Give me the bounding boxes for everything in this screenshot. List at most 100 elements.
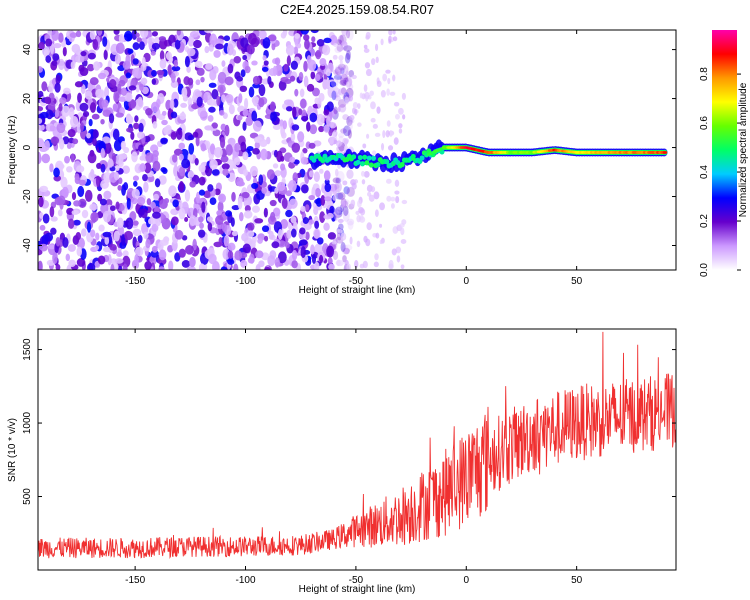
noise-cell — [38, 249, 43, 256]
noise-cell — [100, 147, 105, 159]
noise-cell — [292, 106, 297, 118]
noise-cell — [386, 88, 390, 96]
noise-cell — [347, 129, 352, 139]
noise-cell — [171, 65, 181, 72]
noise-cell — [158, 175, 167, 185]
noise-cell — [92, 38, 99, 50]
noise-cell — [52, 252, 58, 264]
noise-cell — [350, 199, 356, 208]
noise-cell — [340, 87, 347, 95]
noise-cell — [366, 133, 370, 139]
noise-cell — [104, 141, 112, 154]
noise-cell — [336, 145, 345, 153]
noise-cell — [313, 261, 320, 270]
noise-cell — [326, 212, 334, 219]
noise-cell — [263, 207, 268, 218]
noise-cell — [186, 266, 196, 270]
noise-cell — [216, 210, 223, 216]
signal-mid-cell — [410, 153, 416, 160]
noise-cell — [291, 228, 297, 238]
noise-cell — [108, 113, 115, 124]
noise-cell — [396, 255, 401, 263]
noise-cell — [50, 136, 60, 145]
noise-cell — [343, 45, 353, 52]
noise-cell — [274, 257, 280, 268]
noise-cell — [193, 39, 202, 49]
figure-title: C2E4.2025.159.08.54.R07 — [280, 2, 434, 17]
noise-cell — [113, 30, 120, 35]
noise-cell — [332, 195, 337, 201]
noise-cell — [240, 259, 248, 268]
noise-cell — [90, 168, 95, 178]
noise-cell — [125, 217, 134, 230]
noise-cell — [274, 57, 281, 66]
noise-cell — [289, 156, 296, 163]
noise-cell — [239, 85, 248, 93]
heatmap-noise-layer — [38, 30, 408, 270]
noise-cell — [236, 76, 243, 82]
noise-cell — [72, 138, 79, 145]
noise-cell — [115, 42, 125, 54]
noise-cell — [233, 56, 242, 64]
noise-cell — [169, 98, 175, 110]
y-tick-label: 20 — [22, 93, 33, 105]
noise-cell — [286, 55, 291, 67]
noise-cell — [339, 79, 348, 86]
noise-cell — [318, 125, 325, 133]
noise-cell — [134, 67, 143, 79]
noise-cell — [314, 220, 320, 229]
noise-cell — [319, 211, 326, 223]
noise-cell — [44, 140, 50, 151]
noise-cell — [186, 47, 196, 57]
noise-cell — [393, 137, 399, 145]
noise-cell — [161, 110, 167, 116]
noise-cell — [344, 96, 350, 105]
noise-cell — [45, 55, 52, 63]
noise-cell — [329, 205, 335, 214]
noise-cell — [314, 73, 321, 82]
noise-cell — [118, 177, 123, 185]
noise-cell — [186, 66, 191, 73]
noise-cell — [336, 206, 342, 214]
noise-cell — [104, 86, 110, 99]
noise-cell — [242, 151, 249, 161]
noise-cell — [124, 230, 134, 241]
noise-cell — [244, 65, 251, 74]
noise-cell — [154, 178, 161, 188]
noise-cell — [329, 136, 334, 146]
noise-cell — [334, 208, 340, 217]
noise-cell — [110, 263, 115, 270]
noise-cell — [390, 196, 396, 202]
noise-cell — [326, 115, 331, 127]
noise-cell — [122, 250, 129, 258]
noise-cell — [97, 72, 107, 80]
noise-cell — [132, 42, 140, 50]
noise-cell — [363, 170, 370, 178]
noise-cell — [244, 97, 249, 110]
noise-cell — [260, 148, 268, 161]
noise-cell — [326, 101, 334, 112]
noise-cell — [401, 199, 408, 205]
noise-cell — [139, 155, 145, 161]
noise-cell — [167, 64, 172, 76]
noise-cell — [327, 257, 333, 265]
noise-cell — [80, 122, 85, 132]
colorbar: 0.0 0.2 0.4 0.6 0.8 Normalized spectral ampl… — [699, 30, 749, 277]
noise-cell — [70, 61, 76, 70]
noise-cell — [274, 187, 279, 194]
noise-cell — [233, 263, 239, 270]
noise-cell — [337, 106, 341, 112]
noise-cell — [90, 229, 96, 238]
signal-mid-cell — [360, 161, 366, 167]
noise-cell — [251, 182, 259, 189]
noise-cell — [218, 193, 226, 203]
noise-cell — [257, 238, 263, 244]
noise-cell — [41, 46, 51, 57]
noise-cell — [95, 88, 104, 99]
noise-cell — [338, 55, 344, 61]
noise-cell — [222, 248, 231, 260]
colorbar-tick-label: 0.2 — [699, 214, 710, 228]
noise-cell — [345, 30, 351, 39]
noise-cell — [226, 43, 234, 56]
noise-cell — [56, 122, 66, 134]
